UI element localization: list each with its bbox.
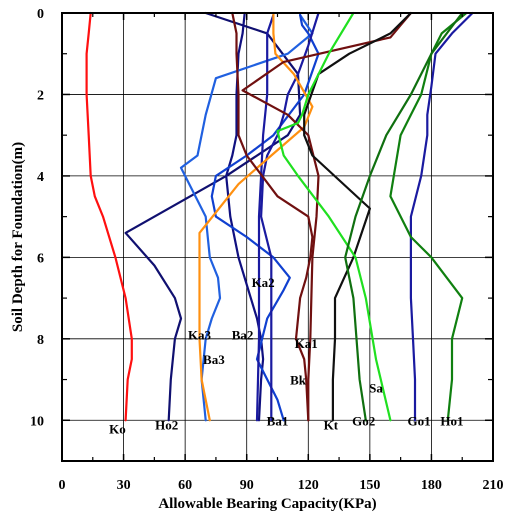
- series-lines: [85, 11, 474, 422]
- axes: 0 30 60 90 120 150 180 210 0 2 4 6 8 10 Allowable Bear…: [10, 7, 504, 512]
- y-tick-label: 6: [37, 251, 44, 266]
- x-tick-label: 60: [178, 478, 192, 493]
- series-label-bk: Bk: [290, 373, 307, 388]
- y-tick-label: 0: [37, 7, 44, 22]
- series-line-ba1: [255, 13, 275, 422]
- series-label-ko: Ko: [109, 421, 126, 436]
- y-tick-label: 2: [37, 88, 44, 103]
- y-tick-label: 4: [37, 170, 44, 185]
- x-tick-label: 0: [59, 478, 66, 493]
- x-tick-label: 210: [483, 478, 504, 493]
- series-line-sa: [303, 11, 412, 422]
- series-line-go2: [276, 11, 392, 422]
- series-label-ba3: Ba3: [203, 352, 225, 367]
- series-line-bk: [198, 11, 314, 422]
- series-label-ka2: Ka2: [252, 275, 275, 290]
- x-tick-label: 180: [421, 478, 442, 493]
- series-label-sa: Sa: [369, 381, 383, 396]
- series-label-ka3: Ka3: [188, 328, 212, 343]
- x-tick-label: 90: [240, 478, 254, 493]
- series-label-go1: Go1: [408, 413, 431, 428]
- series-line-ko: [85, 11, 133, 422]
- series-line-ka1: [231, 11, 314, 422]
- series-label-ba1: Ba1: [267, 413, 289, 428]
- series-label-ka1: Ka1: [295, 336, 318, 351]
- series-label-ho1: Ho1: [440, 413, 463, 428]
- series-line-ba2: [210, 13, 320, 422]
- series-label-ho2: Ho2: [155, 417, 178, 432]
- series-line-kt: [241, 11, 412, 422]
- series-line-ba3: [179, 13, 314, 422]
- x-tick-label: 150: [359, 478, 380, 493]
- series-line-go1: [409, 11, 474, 422]
- series-line-unlabeled: [344, 11, 464, 422]
- series-labels: Ko Ho2 Ka3 Ba3 Ba2 Ka2 Ba1 Bk Ka1 Kt Sa Go2 Go1 Ho1: [109, 275, 463, 437]
- y-tick-label: 10: [30, 414, 44, 429]
- x-axis-label: Allowable Bearing Capacity(KPa): [158, 496, 376, 512]
- series-label-go2: Go2: [352, 413, 375, 428]
- x-tick-label: 120: [298, 478, 319, 493]
- series-line-ho1: [389, 11, 468, 422]
- x-tick-label: 30: [117, 478, 131, 493]
- series-label-kt: Kt: [324, 417, 339, 432]
- series-line-ka2: [260, 11, 320, 422]
- series-label-ba2: Ba2: [232, 328, 254, 343]
- y-tick-label: 8: [37, 333, 44, 348]
- y-axis-label: Soil Depth for Foundation(m): [10, 142, 26, 332]
